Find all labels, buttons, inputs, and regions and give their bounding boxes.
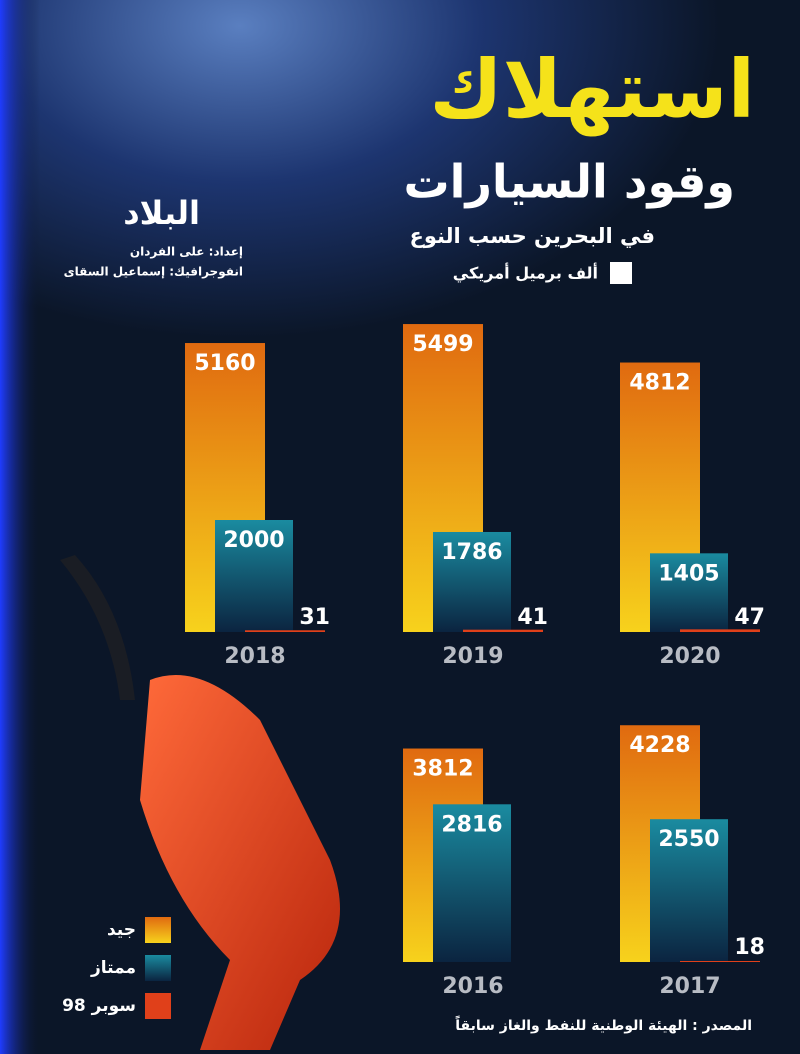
legend-label: ممتاز [90, 958, 136, 978]
unit-swatch [610, 262, 632, 284]
value-label: 5160 [194, 351, 255, 376]
bar [463, 629, 543, 632]
category-label: 2020 [659, 644, 720, 669]
value-label: 2816 [441, 812, 502, 837]
value-label: 5499 [412, 332, 473, 357]
credit: إعداد: على الفردان [130, 245, 243, 259]
category-label: 2016 [442, 974, 503, 999]
value-label: 4228 [629, 733, 690, 758]
value-label: 31 [299, 605, 330, 630]
category-label: 2019 [442, 644, 503, 669]
value-label: 1786 [441, 540, 502, 565]
bar [680, 960, 760, 962]
side-strip [0, 0, 40, 1054]
legend-swatch [145, 993, 171, 1019]
value-label: 47 [734, 605, 765, 630]
bar [680, 629, 760, 632]
value-label: 4812 [629, 371, 690, 396]
source: المصدر : الهيئة الوطنية للنفط والغاز ساب… [455, 1015, 752, 1034]
hose [60, 555, 135, 700]
title: استهلاك [429, 43, 755, 137]
category-label: 2018 [224, 644, 285, 669]
bar [650, 819, 728, 962]
bar [433, 804, 511, 962]
unit: ألف برميل أمريكي [453, 263, 598, 284]
bar [215, 520, 293, 632]
bar [433, 531, 511, 632]
subtitle: وقود السيارات [403, 155, 735, 209]
note: في البحرين حسب النوع [410, 224, 655, 248]
legend-label: سوبر 98 [62, 996, 136, 1016]
legend-swatch [145, 917, 171, 943]
legend-swatch [145, 955, 171, 981]
value-label: 2550 [658, 827, 719, 852]
value-label: 41 [517, 605, 548, 630]
value-label: 2000 [223, 528, 284, 553]
credit: انفوجرافيك: إسماعيل السقاى [64, 265, 243, 280]
value-label: 3812 [412, 757, 473, 782]
legend-label: جيد [107, 920, 136, 940]
category-label: 2017 [659, 974, 720, 999]
bar [245, 630, 325, 632]
bar [650, 553, 728, 632]
value-label: 18 [734, 935, 765, 960]
value-label: 1405 [658, 561, 719, 586]
fuel-nozzle [140, 675, 340, 1050]
logo: البلاد [123, 194, 200, 232]
